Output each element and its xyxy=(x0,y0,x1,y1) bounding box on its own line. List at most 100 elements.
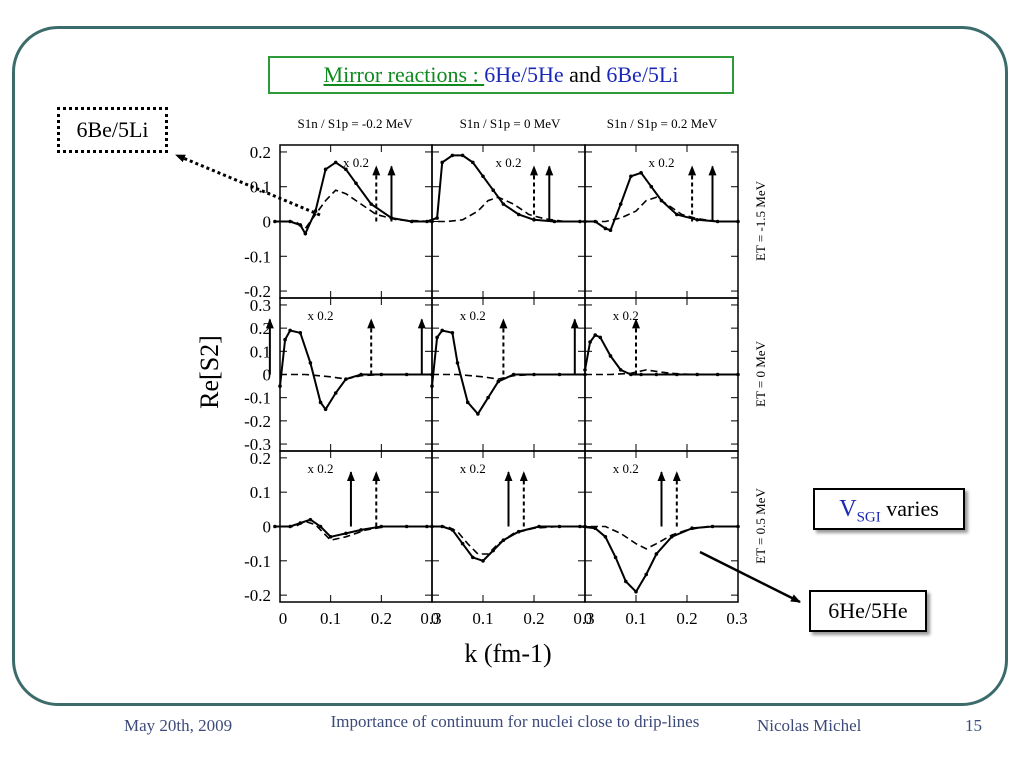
series-point xyxy=(501,538,506,543)
series-point xyxy=(557,372,562,377)
series-solid-line xyxy=(579,525,738,594)
y-tick-label: 0 xyxy=(263,366,272,385)
series-point xyxy=(313,209,318,213)
series-point xyxy=(629,174,633,179)
series-point xyxy=(537,524,541,529)
series-point xyxy=(476,412,480,416)
series-point xyxy=(344,167,348,172)
x-tick-label: 0.2 xyxy=(676,609,697,628)
series-solid-line xyxy=(426,525,585,562)
series-point xyxy=(435,335,439,340)
series-point xyxy=(654,552,659,556)
vsgi-rest: varies xyxy=(880,496,939,521)
series-point xyxy=(593,219,597,224)
y-tick-label: -0.1 xyxy=(244,389,271,408)
series-point xyxy=(583,368,587,372)
series-point xyxy=(460,153,465,158)
series-point xyxy=(273,524,277,529)
series-point xyxy=(715,219,720,224)
series-point xyxy=(624,579,628,584)
series-point xyxy=(690,526,694,531)
series-point xyxy=(675,372,679,377)
row-label: ET = 0 MeV xyxy=(753,340,768,407)
series-point xyxy=(501,202,506,206)
series-point xyxy=(460,541,465,546)
series-point xyxy=(273,219,277,224)
series-point xyxy=(639,171,643,175)
series-point xyxy=(359,528,363,532)
callout-be-pointer xyxy=(175,153,321,217)
callout-6be-5li: 6Be/5Li xyxy=(57,107,168,153)
series-point xyxy=(440,328,445,333)
y-tick-label: 0 xyxy=(263,518,272,537)
slide-frame xyxy=(12,26,1008,706)
series-dashed-line xyxy=(426,196,585,223)
series-point xyxy=(669,534,674,539)
series-point xyxy=(644,572,648,577)
series-point xyxy=(278,384,282,388)
series-point xyxy=(369,202,374,206)
series-point xyxy=(603,534,608,539)
series-solid-line xyxy=(584,333,738,376)
y-tick-label: -0.1 xyxy=(244,247,271,266)
series-dashed-line xyxy=(426,525,585,555)
series-point xyxy=(516,529,521,534)
y-tick-label: 0.2 xyxy=(250,143,271,162)
series-point xyxy=(578,219,582,224)
vsgi-sub: SGI xyxy=(856,509,881,526)
scale-annotation: x 0.2 xyxy=(308,308,334,323)
series-point xyxy=(618,202,623,206)
column-label: S1n / S1p = 0 MeV xyxy=(460,116,561,131)
x-axis-label: k (fm-1) xyxy=(464,639,551,668)
series-point xyxy=(425,219,429,224)
footer-date: May 20th, 2009 xyxy=(124,716,233,735)
series-point xyxy=(379,524,384,529)
series-point xyxy=(654,372,659,377)
scale-annotation: x 0.2 xyxy=(460,308,486,323)
series-point xyxy=(481,174,485,179)
y-tick-label: 0.1 xyxy=(250,178,271,197)
series-point xyxy=(379,372,384,377)
series-point xyxy=(328,534,333,539)
footer-page-number: 15 xyxy=(965,716,982,735)
series-point xyxy=(486,395,490,400)
series-point xyxy=(344,377,348,381)
title-prefix: Mirror reactions : xyxy=(323,62,485,87)
vsgi-v: V xyxy=(839,496,857,522)
series-point xyxy=(465,400,470,405)
x-tick-label: 0.1 xyxy=(320,609,341,628)
series-point xyxy=(303,231,308,236)
series-point xyxy=(511,372,516,377)
series-point xyxy=(283,337,287,342)
x-tick-label: 0 xyxy=(584,609,593,628)
series-point xyxy=(425,524,429,529)
series-point xyxy=(435,216,439,220)
column-label: S1n / S1p = -0.2 MeV xyxy=(298,116,414,131)
series-point xyxy=(288,219,292,224)
series-point xyxy=(695,217,699,222)
series-point xyxy=(715,372,720,377)
y-tick-label: -0.2 xyxy=(244,586,271,605)
scale-annotation: x 0.2 xyxy=(649,155,675,170)
series-point xyxy=(288,328,292,333)
y-axis-label: Re[S2] xyxy=(195,335,224,409)
y-tick-label: -0.2 xyxy=(244,412,271,431)
x-tick-label: 0.1 xyxy=(625,609,646,628)
x-tick-label: 0.2 xyxy=(523,609,544,628)
series-point xyxy=(404,524,409,529)
series-point xyxy=(440,524,445,529)
y-tick-label: 0.1 xyxy=(250,483,271,502)
series-point xyxy=(598,335,603,340)
series-point xyxy=(354,181,358,186)
series-solid-line xyxy=(274,518,432,538)
series-point xyxy=(430,384,434,388)
scale-annotation: x 0.2 xyxy=(496,155,522,170)
series-point xyxy=(629,372,633,377)
series-dashed-line xyxy=(579,525,738,550)
title-and: and xyxy=(563,62,607,87)
series-point xyxy=(318,524,323,529)
x-tick-label: 0.3 xyxy=(573,609,594,628)
series-dashed-line xyxy=(274,189,433,230)
series-point xyxy=(450,528,455,532)
